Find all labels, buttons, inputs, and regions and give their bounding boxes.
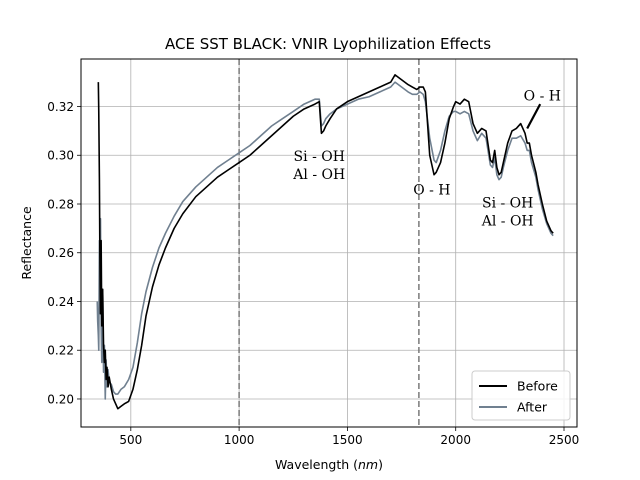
y-tick-label: 0.20 (47, 392, 74, 406)
band-annotation-label: O - H (413, 183, 450, 199)
chart-title: ACE SST BLACK: VNIR Lyophilization Effec… (165, 35, 491, 53)
x-tick-label: 1000 (224, 433, 255, 447)
y-tick-label: 0.32 (47, 100, 74, 114)
legend: Before After (471, 370, 571, 421)
plot-frame (80, 58, 578, 428)
band-markers (238, 59, 420, 427)
band-annotation-label: Al - OH (292, 167, 345, 183)
band-annotation-label: O - H (524, 88, 561, 104)
band-annotation-label: Si - OH (482, 196, 533, 212)
x-axis-label: Wavelength (nm) (275, 457, 383, 472)
y-tick-label: 0.28 (47, 197, 74, 211)
x-tick-label: 2000 (440, 433, 471, 447)
series-line-before (97, 74, 554, 410)
y-tick-label: 0.22 (47, 344, 74, 358)
band-annotation-label: Al - OH (481, 214, 534, 230)
legend-label-before: Before (517, 379, 558, 394)
y-tick-label: 0.24 (47, 295, 74, 309)
x-tick-label: 2500 (549, 433, 580, 447)
series-lines (96, 74, 554, 410)
x-axis-ticks: 500 1000 1500 2000 2500 (119, 427, 579, 447)
x-axis-label-close: ) (378, 457, 383, 472)
y-tick-label: 0.30 (47, 149, 74, 163)
y-axis-label: Reflectance (19, 206, 34, 280)
annotation-arrow (526, 103, 542, 129)
band-annotation-label: Si - OH (294, 149, 345, 165)
x-axis-label-text: Wavelength ( (275, 457, 358, 472)
x-tick-label: 500 (119, 433, 142, 447)
x-axis-label-unit: nm (358, 457, 378, 472)
y-tick-label: 0.26 (47, 246, 74, 260)
x-tick-label: 1500 (332, 433, 363, 447)
y-axis-ticks: 0.20 0.22 0.24 0.26 0.28 0.30 0.32 (47, 100, 81, 406)
band-annotations: Si - OH Al - OH O - H Si - OH Al - OH O - H (292, 88, 561, 229)
legend-label-after: After (517, 400, 548, 415)
